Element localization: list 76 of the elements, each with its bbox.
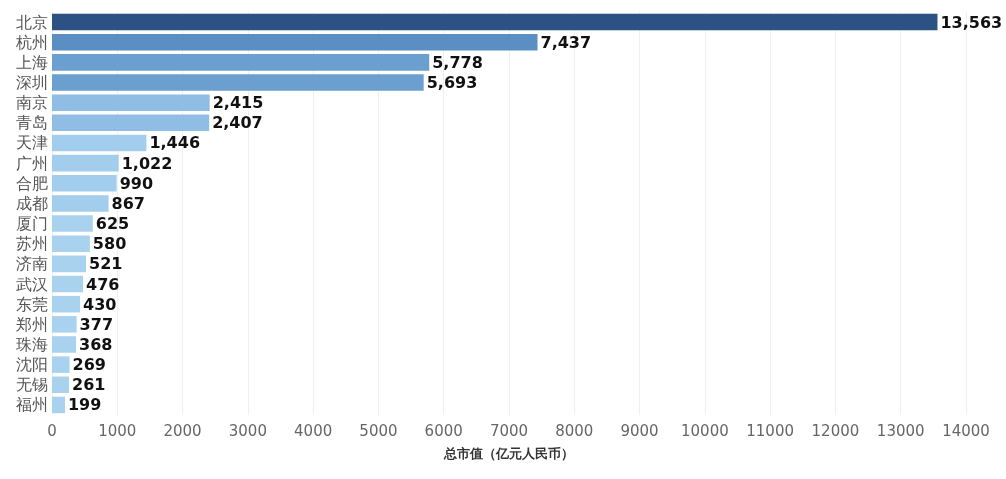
bar [52, 215, 93, 232]
y-tick-label: 北京 [16, 12, 48, 32]
x-tick-label: 14000 [942, 421, 990, 440]
y-tick-label: 郑州 [16, 314, 48, 334]
bar [52, 33, 538, 51]
data-label: 430 [83, 294, 117, 314]
data-label: 261 [72, 375, 106, 395]
x-tick-label: 6000 [424, 421, 463, 440]
data-label: 13,563 [940, 12, 1003, 32]
bar [52, 376, 70, 394]
data-label: 2,407 [212, 113, 263, 133]
data-label: 5,778 [432, 52, 483, 72]
bar [52, 154, 119, 172]
y-tick-label: 青岛 [16, 113, 48, 133]
data-label: 476 [86, 274, 120, 294]
x-tick-label: 13000 [876, 421, 925, 440]
y-tick-label: 杭州 [15, 32, 48, 52]
y-tick-label: 深圳 [16, 73, 48, 93]
y-tick-label: 广州 [16, 153, 48, 173]
x-tick-label: 7000 [489, 421, 529, 440]
bar [52, 316, 77, 333]
bar [52, 336, 77, 353]
bar [52, 175, 117, 192]
x-tick-label: 8000 [555, 421, 594, 440]
y-tick-label: 合肥 [16, 173, 48, 193]
x-tick-label: 1000 [98, 421, 137, 440]
bar [52, 13, 938, 31]
data-label: 377 [79, 314, 114, 334]
x-tick-label: 11000 [746, 421, 794, 440]
data-label: 5,693 [426, 73, 478, 93]
y-tick-label: 沈阳 [16, 355, 48, 375]
bar [52, 295, 81, 313]
x-tick-label: 3000 [228, 421, 267, 440]
bar [52, 74, 424, 91]
bar [52, 94, 210, 111]
data-label: 2,415 [212, 93, 264, 113]
bar [52, 195, 109, 212]
y-tick-label: 上海 [16, 52, 48, 72]
data-label: 625 [95, 214, 130, 234]
data-label: 368 [79, 334, 113, 354]
x-tick-label: 9000 [620, 421, 659, 440]
y-tick-label: 东莞 [16, 294, 48, 314]
y-tick-label: 苏州 [16, 234, 48, 254]
bar [52, 235, 90, 252]
data-label: 199 [67, 395, 102, 415]
y-tick-label: 厦门 [16, 214, 48, 234]
bar [52, 54, 430, 71]
data-label: 990 [119, 173, 154, 193]
bar [52, 114, 210, 132]
y-tick-label: 南京 [16, 93, 48, 113]
data-label: 1,022 [121, 153, 173, 173]
x-tick-label: 2000 [163, 421, 202, 440]
y-tick-label: 珠海 [16, 334, 48, 354]
bar [52, 134, 147, 152]
data-label: 580 [92, 234, 127, 254]
data-label: 269 [72, 355, 106, 375]
bar [52, 396, 65, 414]
y-tick-label: 成都 [16, 193, 48, 213]
data-label: 521 [89, 254, 123, 274]
data-label: 7,437 [540, 32, 592, 52]
x-tick-label: 12000 [811, 421, 860, 440]
x-tick-label: 4000 [294, 421, 333, 440]
y-tick-label: 福州 [16, 395, 48, 415]
x-tick-label: 10000 [681, 421, 729, 440]
y-tick-label: 济南 [16, 254, 48, 274]
data-label: 1,446 [149, 133, 201, 153]
data-label: 867 [111, 193, 146, 213]
y-tick-label: 无锡 [16, 375, 48, 395]
x-tick-label: 5000 [359, 421, 398, 440]
y-tick-label: 天津 [16, 133, 48, 153]
x-tick-label: 0 [47, 421, 57, 440]
bar [52, 356, 70, 373]
bar [52, 255, 87, 273]
x-axis-title: 总市值（亿元人民币） [443, 446, 574, 461]
y-tick-label: 武汉 [16, 274, 48, 294]
bar [52, 275, 84, 293]
